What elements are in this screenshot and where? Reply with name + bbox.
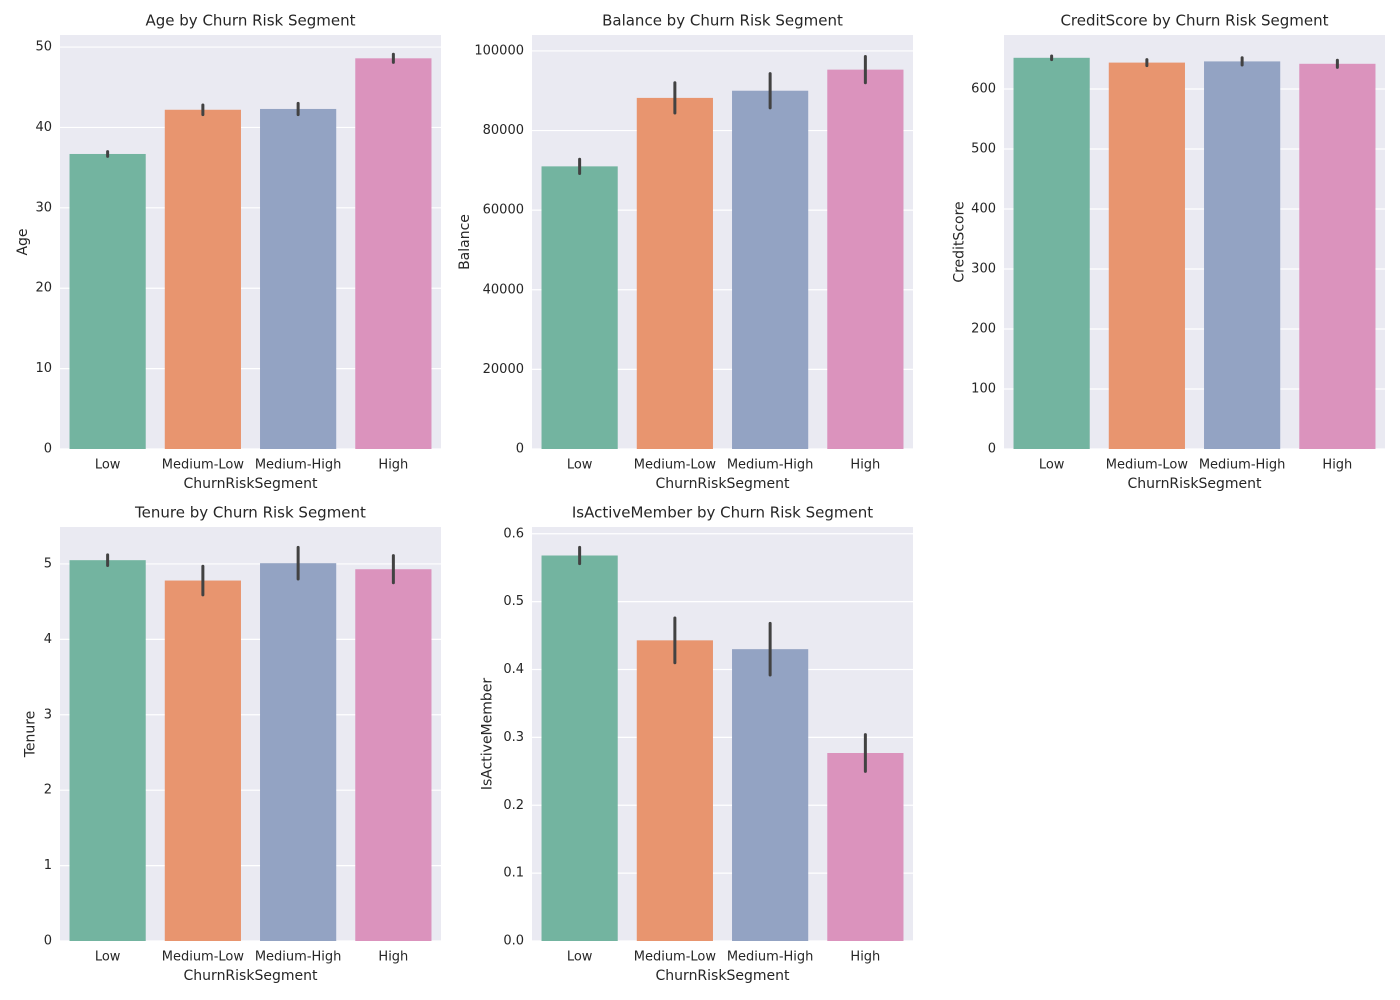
- bar: [164, 109, 241, 449]
- y-tick-label: 60000: [483, 203, 524, 218]
- y-tick-label: 30: [35, 200, 52, 215]
- y-tick-label: 0.2: [503, 798, 524, 813]
- x-axis-label: ChurnRiskSegment: [656, 476, 790, 492]
- x-tick-label: High: [378, 950, 408, 965]
- x-tick-label: Medium-High: [255, 950, 342, 965]
- x-tick-label: Medium-Low: [634, 950, 717, 965]
- bar: [827, 753, 904, 941]
- y-tick-label: 50: [35, 40, 52, 55]
- y-tick-label: 40000: [483, 282, 524, 297]
- bar: [69, 153, 146, 449]
- y-tick-label: 20000: [483, 362, 524, 377]
- chart-title: CreditScore by Churn Risk Segment: [1060, 12, 1328, 30]
- y-tick-label: 40: [35, 120, 52, 135]
- bar: [732, 649, 809, 941]
- x-tick-label: Medium-High: [1199, 458, 1286, 473]
- y-tick-label: 5: [44, 556, 52, 571]
- bar: [69, 560, 146, 941]
- y-tick-label: 500: [971, 142, 996, 157]
- y-tick-label: 4: [44, 632, 52, 647]
- y-tick-label: 0: [988, 442, 996, 457]
- y-tick-label: 400: [971, 202, 996, 217]
- y-tick-label: 3: [44, 707, 52, 722]
- x-tick-label: High: [850, 458, 880, 473]
- bar: [260, 108, 337, 450]
- y-tick-label: 0.5: [503, 594, 524, 609]
- y-axis-label: Tenure: [23, 711, 39, 759]
- bar: [636, 97, 713, 450]
- y-axis-label: CreditScore: [952, 201, 968, 282]
- x-axis-label: ChurnRiskSegment: [184, 968, 318, 984]
- y-tick-label: 2: [44, 783, 52, 798]
- bar: [1204, 61, 1281, 450]
- x-tick-label: Medium-Low: [162, 458, 245, 473]
- x-tick-label: Medium-Low: [162, 950, 245, 965]
- bar: [260, 563, 337, 941]
- bar: [355, 569, 432, 941]
- y-tick-label: 0.3: [503, 730, 524, 745]
- x-tick-label: Low: [1039, 458, 1065, 473]
- bar: [827, 69, 904, 449]
- x-tick-label: Medium-Low: [634, 458, 717, 473]
- x-tick-label: Low: [567, 950, 593, 965]
- y-tick-label: 600: [971, 82, 996, 97]
- x-tick-label: High: [1322, 458, 1352, 473]
- y-tick-label: 0.4: [503, 662, 524, 677]
- x-axis-label: ChurnRiskSegment: [656, 968, 790, 984]
- x-tick-label: Medium-High: [727, 950, 814, 965]
- y-tick-label: 100000: [474, 43, 524, 58]
- y-tick-label: 100: [971, 382, 996, 397]
- chart-title: Age by Churn Risk Segment: [146, 12, 356, 30]
- bar: [1108, 62, 1185, 449]
- bar: [541, 166, 618, 449]
- bar: [732, 90, 809, 449]
- y-tick-label: 200: [971, 322, 996, 337]
- y-tick-label: 1: [44, 858, 52, 873]
- bar: [636, 640, 713, 941]
- x-axis-label: ChurnRiskSegment: [184, 476, 318, 492]
- y-tick-label: 0.0: [503, 934, 524, 949]
- y-tick-label: 80000: [483, 123, 524, 138]
- y-axis-label: IsActiveMember: [480, 678, 496, 791]
- y-tick-label: 10: [35, 361, 52, 376]
- y-tick-label: 20: [35, 281, 52, 296]
- x-tick-label: Medium-High: [727, 458, 814, 473]
- x-tick-label: High: [850, 950, 880, 965]
- chart-title: IsActiveMember by Churn Risk Segment: [572, 504, 873, 522]
- bar: [1299, 63, 1376, 450]
- chart-title: Tenure by Churn Risk Segment: [134, 504, 366, 522]
- x-tick-label: Medium-Low: [1106, 458, 1189, 473]
- y-axis-label: Balance: [457, 214, 473, 270]
- x-axis-label: ChurnRiskSegment: [1128, 476, 1262, 492]
- y-tick-label: 0.1: [503, 866, 524, 881]
- chart-title: Balance by Churn Risk Segment: [602, 12, 843, 30]
- x-tick-label: Low: [95, 950, 121, 965]
- x-tick-label: Low: [567, 458, 593, 473]
- bar: [1013, 57, 1090, 450]
- y-tick-label: 0.6: [503, 526, 524, 541]
- bar: [164, 580, 241, 941]
- y-tick-label: 0: [516, 442, 524, 457]
- x-tick-label: Medium-High: [255, 458, 342, 473]
- bar: [355, 58, 432, 449]
- y-tick-label: 300: [971, 262, 996, 277]
- y-tick-label: 0: [44, 442, 52, 457]
- x-tick-label: Low: [95, 458, 121, 473]
- y-axis-label: Age: [15, 228, 31, 255]
- y-tick-label: 0: [44, 934, 52, 949]
- bar: [541, 555, 618, 941]
- x-tick-label: High: [378, 458, 408, 473]
